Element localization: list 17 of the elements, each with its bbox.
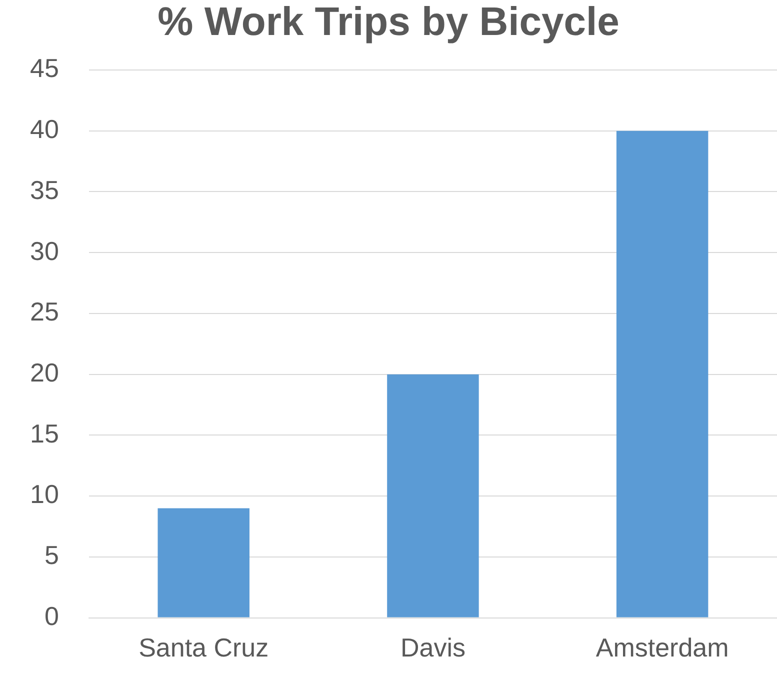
bar [387,374,479,618]
y-tick-label: 5 [44,540,59,570]
y-tick-label: 0 [44,600,59,631]
bar [616,130,708,618]
x-tick-label: Davis [400,632,466,663]
y-tick-label: 10 [30,479,59,510]
y-tick-label: 20 [30,358,59,388]
x-tick-label: Santa Cruz [138,632,269,663]
y-tick-label: 45 [30,53,59,84]
y-tick-label: 30 [30,236,59,266]
y-tick-label: 25 [30,296,59,327]
bar [158,508,250,618]
y-tick-label: 40 [30,114,59,144]
y-tick-label: 15 [30,418,59,448]
y-tick-label: 35 [30,174,59,205]
x-tick-label: Amsterdam [596,632,729,663]
chart-title: % Work Trips by Bicycle [158,0,620,44]
